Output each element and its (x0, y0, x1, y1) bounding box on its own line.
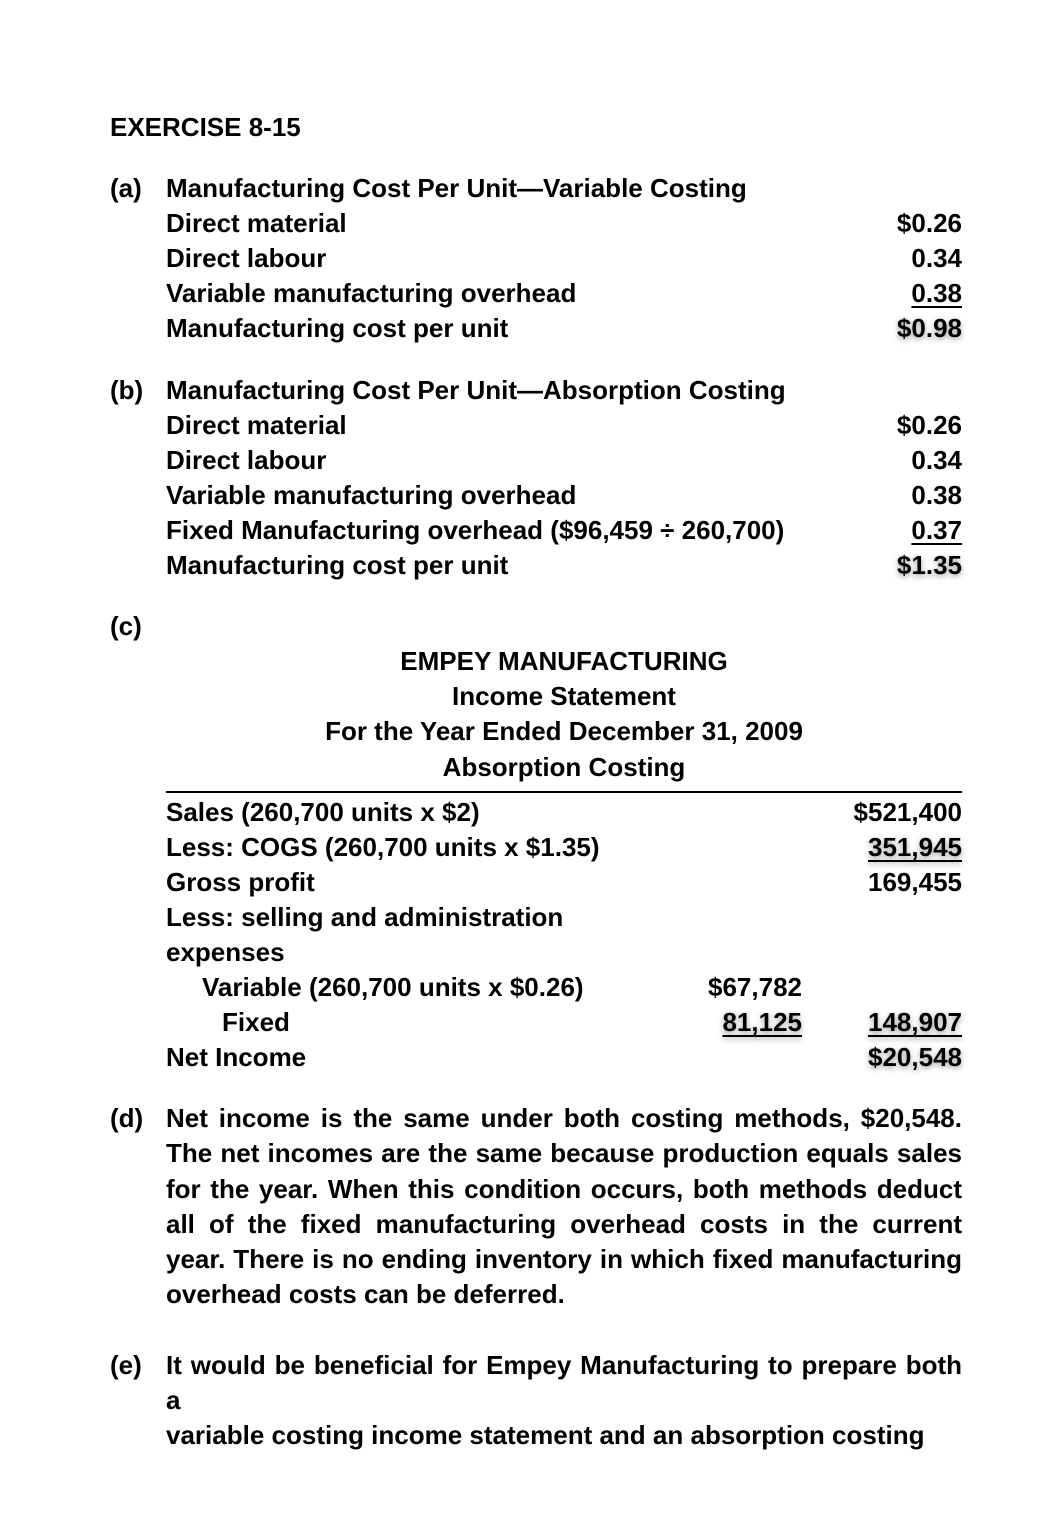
is-label: Less: COGS (260,700 units x $1.35) (166, 830, 662, 865)
section-e-line1: It would be beneficial for Empey Manufac… (166, 1348, 962, 1418)
net-income-value: $20,548 (802, 1040, 962, 1075)
section-c-letter: (c) (110, 609, 962, 644)
total-value: $1.35 (842, 548, 962, 583)
total-label: Manufacturing cost per unit (166, 311, 842, 346)
is-mid: 81,125 (662, 1005, 802, 1040)
row-label: Direct labour (166, 241, 842, 276)
statement-title: Income Statement (166, 679, 962, 714)
section-e: (e) It would be beneficial for Empey Man… (110, 1348, 962, 1418)
section-b-heading: Manufacturing Cost Per Unit—Absorption C… (166, 373, 962, 408)
section-a-letter: (a) (110, 171, 166, 346)
is-mid: $67,782 (662, 970, 802, 1005)
row-label: Variable manufacturing overhead (166, 276, 842, 311)
total-label: Manufacturing cost per unit (166, 548, 842, 583)
is-mid (662, 795, 802, 830)
section-d-line1: Net income is the same under both costin… (166, 1101, 962, 1136)
row-label: Direct material (166, 206, 842, 241)
row-label: Fixed Manufacturing overhead ($96,459 ÷ … (166, 513, 842, 548)
row-label: Direct material (166, 408, 842, 443)
total-value: $0.98 (842, 311, 962, 346)
row-value: 0.38 (842, 276, 962, 311)
row-value: 0.38 (842, 478, 962, 513)
is-mid (662, 830, 802, 865)
net-income-label: Net Income (166, 1040, 662, 1075)
is-label: Gross profit (166, 865, 662, 900)
is-label: Sales (260,700 units x $2) (166, 795, 662, 830)
row-value: 0.34 (842, 241, 962, 276)
is-mid (662, 900, 802, 970)
company-name: EMPEY MANUFACTURING (166, 644, 962, 679)
section-d-text: The net incomes are the same because pro… (166, 1136, 962, 1311)
statement-header: EMPEY MANUFACTURING Income Statement For… (166, 644, 962, 784)
row-label: Variable manufacturing overhead (166, 478, 842, 513)
section-e-letter: (e) (110, 1348, 166, 1418)
income-statement: Sales (260,700 units x $2) $521,400 Less… (166, 795, 962, 1076)
row-value: 0.34 (842, 443, 962, 478)
is-val: $521,400 (802, 795, 962, 830)
is-mid (662, 1040, 802, 1075)
is-label: Variable (260,700 units x $0.26) (166, 970, 662, 1005)
is-val (802, 970, 962, 1005)
row-value: $0.26 (842, 408, 962, 443)
row-label: Direct labour (166, 443, 842, 478)
section-b: (b) Manufacturing Cost Per Unit—Absorpti… (110, 373, 962, 584)
row-value: 0.37 (842, 513, 962, 548)
is-val: 351,945 (802, 830, 962, 865)
is-mid (662, 865, 802, 900)
section-e-text: variable costing income statement and an… (166, 1418, 962, 1453)
is-val (802, 900, 962, 970)
is-val: 169,455 (802, 865, 962, 900)
section-d-letter: (d) (110, 1101, 166, 1136)
is-label: Less: selling and administration expense… (166, 900, 662, 970)
section-a: (a) Manufacturing Cost Per Unit—Variable… (110, 171, 962, 346)
is-val: 148,907 (802, 1005, 962, 1040)
row-value: $0.26 (842, 206, 962, 241)
costing-method: Absorption Costing (166, 750, 962, 785)
section-b-letter: (b) (110, 373, 166, 584)
section-d: (d) Net income is the same under both co… (110, 1101, 962, 1136)
is-label: Fixed (166, 1005, 662, 1040)
section-a-heading: Manufacturing Cost Per Unit—Variable Cos… (166, 171, 962, 206)
divider (166, 791, 962, 793)
exercise-title: EXERCISE 8-15 (110, 110, 962, 145)
statement-period: For the Year Ended December 31, 2009 (166, 714, 962, 749)
